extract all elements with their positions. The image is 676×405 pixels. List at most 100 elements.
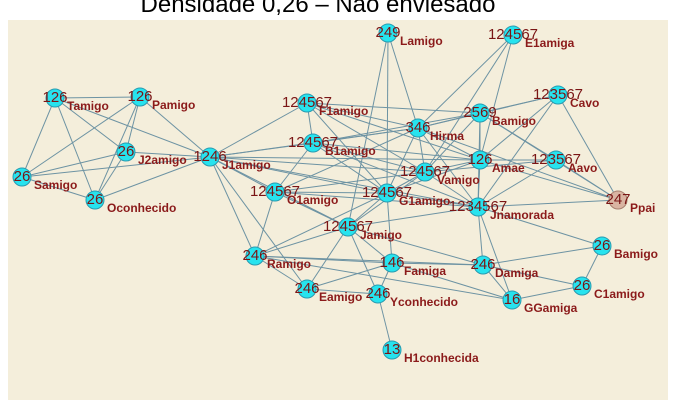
node-circle [85, 190, 105, 210]
edge [274, 191, 388, 194]
edge [417, 112, 481, 129]
edge [254, 226, 349, 257]
node-label: Eamigo [319, 290, 362, 304]
edge [254, 192, 388, 257]
node-label: GGamiga [524, 301, 578, 315]
edge [306, 102, 419, 129]
node-id: 1246 [193, 148, 226, 165]
node-circle [297, 93, 317, 113]
node-circle [468, 197, 488, 217]
node-circle [12, 167, 32, 187]
node-label: O1amigo [287, 193, 338, 207]
node-label: Oconhecido [107, 201, 176, 215]
node-label: Amae [492, 161, 525, 175]
node-circle [338, 217, 358, 237]
edge [306, 102, 481, 114]
edge [274, 191, 479, 208]
node-id: 2569 [463, 104, 496, 121]
edge [274, 127, 419, 193]
node-id: 124567 [250, 183, 300, 200]
node-circle [116, 142, 136, 162]
node-id: 346 [405, 119, 430, 136]
edge [387, 32, 419, 129]
node-circle [368, 284, 388, 304]
edge [477, 94, 559, 208]
edge [21, 176, 96, 201]
node-label: Bamigo [492, 114, 536, 128]
node-id: 126 [127, 88, 152, 105]
edge [417, 127, 619, 201]
edge [306, 288, 379, 295]
node-label: Yconhecido [390, 295, 458, 309]
edge [306, 102, 388, 194]
node-label: Cavo [570, 96, 599, 110]
edge [417, 127, 481, 161]
node-circle [130, 87, 150, 107]
node-id: 123567 [533, 86, 583, 103]
edge [347, 206, 479, 228]
edge [479, 159, 619, 201]
node-label: J1amigo [222, 158, 271, 172]
node-label: Hirma [430, 129, 464, 143]
node-label: H1conhecida [404, 351, 479, 365]
edge [391, 262, 513, 301]
node-id: 26 [14, 168, 31, 185]
edge [254, 255, 513, 301]
edge [21, 151, 127, 178]
edge [312, 127, 419, 144]
title: Densidade 0,26 – Não enviesado [141, 0, 496, 18]
node-circle [470, 150, 490, 170]
edge [254, 191, 276, 257]
node-circle [572, 276, 592, 296]
node-id: 246 [242, 247, 267, 264]
node-id: 249 [375, 24, 400, 41]
edge [274, 171, 426, 193]
node-id: 126 [42, 89, 67, 106]
node-label: Jamigo [360, 228, 402, 242]
edge [54, 97, 211, 158]
edge [254, 255, 308, 290]
node-id: 247 [605, 191, 630, 208]
edge [424, 34, 514, 173]
node-id: 246 [470, 256, 495, 273]
edge [139, 96, 211, 158]
node-circle [470, 103, 490, 123]
node-circle [382, 253, 402, 273]
node-circle [408, 118, 428, 138]
edge [479, 112, 557, 161]
edge [386, 32, 389, 194]
edge [482, 245, 603, 266]
edge [479, 94, 559, 161]
edge [94, 151, 127, 201]
edge [347, 226, 379, 295]
node-id: 126 [467, 151, 492, 168]
edge [477, 199, 619, 208]
edge [424, 112, 481, 173]
edge [386, 192, 479, 208]
node-circle [546, 150, 566, 170]
edge [125, 151, 211, 158]
node-label: Jnamorada [490, 208, 554, 222]
edge [557, 94, 619, 201]
node-label: J2amigo [138, 153, 187, 167]
node-label: B1amigo [325, 144, 376, 158]
edge [417, 127, 479, 208]
edge [54, 97, 96, 201]
node-id: 13 [384, 341, 401, 358]
